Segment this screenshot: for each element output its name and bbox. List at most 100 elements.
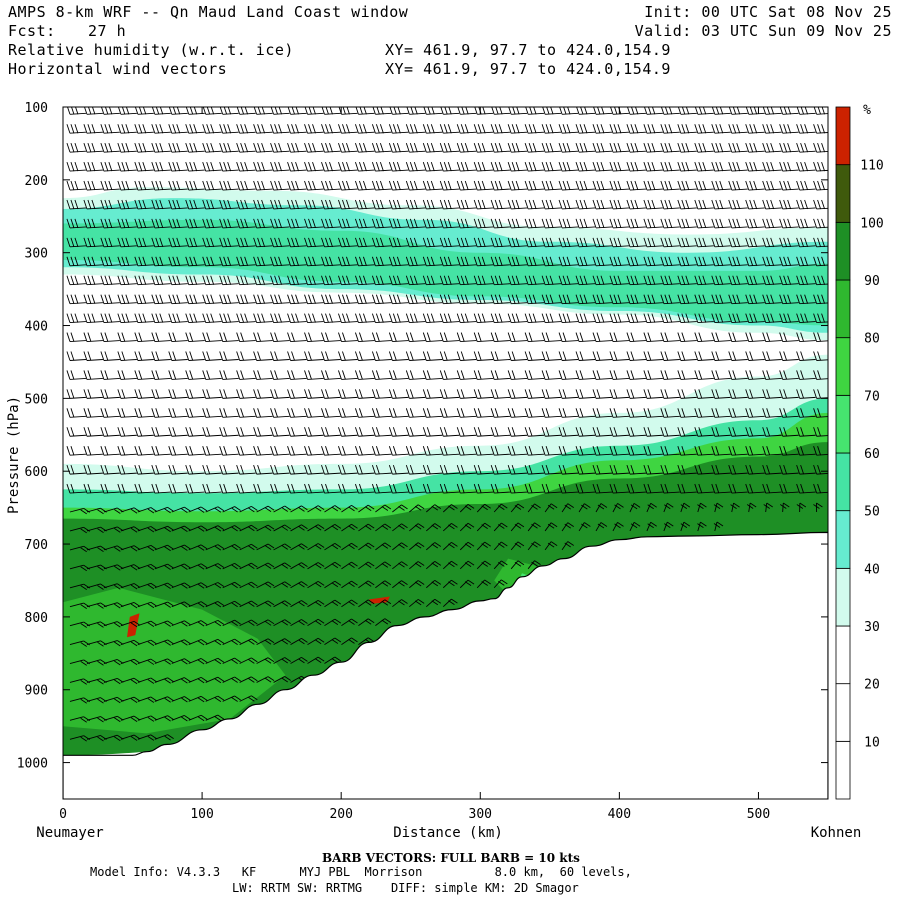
wind-barb <box>371 124 392 134</box>
wind-barb <box>355 370 375 380</box>
wind-barb <box>541 351 562 361</box>
wind-barb <box>304 313 324 324</box>
wind-barb <box>558 180 579 191</box>
wind-barb <box>154 563 174 571</box>
wind-barb <box>287 237 307 248</box>
wind-barb <box>575 143 596 153</box>
wind-barb <box>117 275 137 286</box>
wind-barb <box>644 107 663 115</box>
plot-frame <box>62 106 829 800</box>
wind-barb <box>643 294 663 305</box>
wind-barb <box>358 542 375 551</box>
wind-barb <box>236 143 256 153</box>
wind-barb <box>711 389 731 399</box>
wind-barb <box>524 180 545 191</box>
wind-barb <box>168 256 188 267</box>
wind-barb <box>409 580 425 589</box>
wind-barb <box>439 275 460 286</box>
wind-barb <box>643 464 663 475</box>
wind-barb <box>456 256 477 267</box>
wind-barb <box>154 620 174 627</box>
wind-barb <box>219 199 239 210</box>
wind-barb <box>117 332 137 343</box>
wind-barb <box>372 107 392 115</box>
wind-barb <box>473 161 494 172</box>
wind-barb <box>609 313 629 324</box>
wind-barb <box>711 408 731 418</box>
wind-barb <box>304 446 324 456</box>
wind-barb <box>490 351 511 361</box>
wind-barb <box>287 107 307 115</box>
x-tick-label: 400 <box>608 807 631 822</box>
wind-barb <box>609 427 629 437</box>
wind-barb <box>321 464 341 475</box>
colorbar-tick-label: 30 <box>864 620 880 635</box>
wind-barb <box>745 313 765 324</box>
wind-barb <box>473 427 494 437</box>
wind-barb <box>813 446 828 456</box>
wind-barb <box>524 124 545 134</box>
wind-barb <box>270 218 290 229</box>
wind-barb <box>100 143 120 153</box>
wind-barb <box>188 620 208 627</box>
wind-barb <box>762 256 782 267</box>
wind-barb <box>762 370 782 380</box>
terrain-fill <box>63 531 828 799</box>
wind-barb <box>239 543 258 551</box>
wind-barb <box>388 427 409 437</box>
wind-barb <box>711 464 731 475</box>
wind-barb <box>813 237 828 248</box>
wind-barb <box>168 161 188 172</box>
wind-barb <box>439 161 460 172</box>
wind-barb <box>813 502 823 513</box>
wind-barb <box>592 256 613 267</box>
wind-barb <box>745 464 765 475</box>
wind-barb <box>677 161 697 172</box>
wind-barb <box>680 521 691 532</box>
wind-barb <box>307 562 325 570</box>
wind-barb <box>677 256 697 267</box>
wind-barb <box>609 351 629 361</box>
wind-barb <box>151 446 171 456</box>
wind-barb <box>66 161 86 172</box>
wind-barb <box>490 389 511 399</box>
wind-barb <box>558 332 579 343</box>
wind-barb <box>67 107 86 115</box>
wind-barb <box>490 143 511 153</box>
wind-barb <box>202 370 222 380</box>
wind-barb <box>338 427 358 437</box>
wind-barb <box>151 483 171 494</box>
wind-barb <box>151 107 171 115</box>
wind-barb <box>66 483 86 494</box>
wind-barb <box>694 275 714 286</box>
wind-barb <box>307 524 325 532</box>
wind-barb <box>524 427 545 437</box>
wind-barb <box>307 505 325 513</box>
wind-barb <box>779 408 799 418</box>
wind-barb <box>270 370 290 380</box>
wind-barb <box>253 389 273 399</box>
wind-barb <box>202 275 222 286</box>
wind-barb <box>626 332 646 343</box>
wind-barb <box>694 389 714 399</box>
wind-barb <box>745 143 765 153</box>
wind-barb <box>713 502 724 513</box>
wind-barb <box>304 483 324 494</box>
wind-barb <box>168 143 188 153</box>
wind-barb <box>558 446 579 456</box>
wind-barb <box>422 124 443 134</box>
wind-barb <box>120 583 141 590</box>
wind-barb <box>694 313 714 324</box>
wind-barb <box>575 313 596 324</box>
wind-barb <box>592 180 613 191</box>
wind-barb <box>490 256 511 267</box>
wind-barb <box>151 408 171 418</box>
wind-barb <box>171 525 191 532</box>
wind-barb <box>168 427 188 437</box>
wind-barb <box>270 124 290 134</box>
wind-barb <box>762 161 782 172</box>
wind-barb <box>358 504 375 513</box>
wind-barb <box>355 464 375 475</box>
wind-barb <box>697 502 707 513</box>
wind-barb <box>253 124 273 134</box>
